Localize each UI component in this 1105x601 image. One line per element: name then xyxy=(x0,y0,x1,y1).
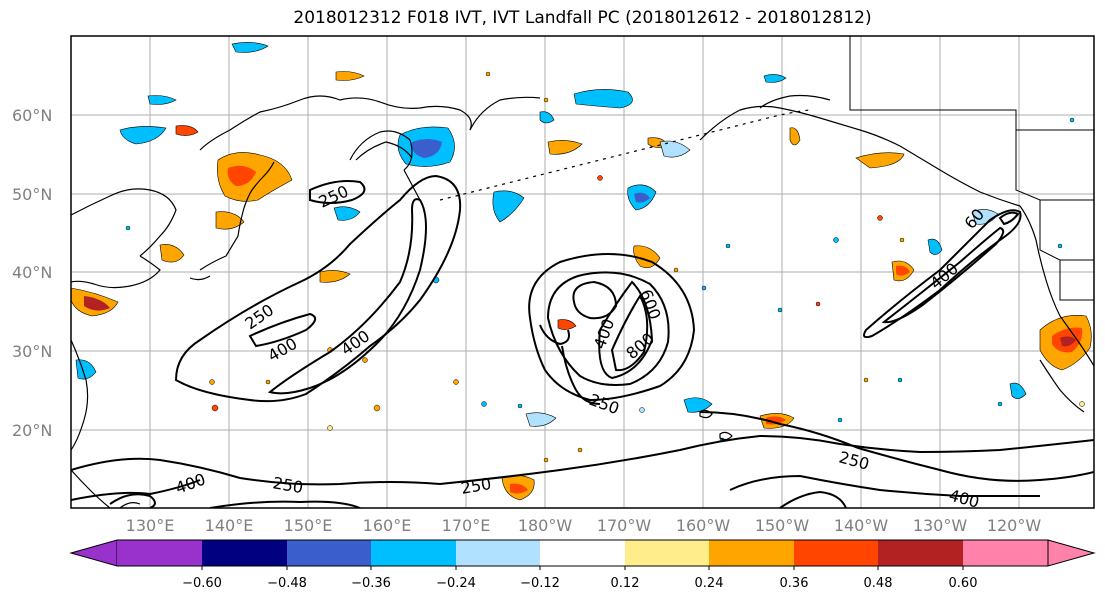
lat-label: 20°N xyxy=(12,421,52,440)
negative-anomaly xyxy=(1009,382,1027,399)
negative-anomaly xyxy=(231,42,269,53)
lon-label: 160°W xyxy=(676,516,731,535)
positive-anomaly xyxy=(855,152,905,169)
longitude-labels: 130°E 140°E 150°E 160°E 170°E 180°W 170°… xyxy=(126,516,1042,535)
positive-anomaly xyxy=(319,270,351,283)
positive-anomaly xyxy=(215,211,245,230)
colorbar-swatch xyxy=(878,540,963,566)
lat-label: 40°N xyxy=(12,263,52,282)
lon-label: 150°E xyxy=(284,516,333,535)
colorbar-swatch xyxy=(540,540,625,566)
colorbar-extend-left xyxy=(69,539,118,567)
negative-anomaly xyxy=(634,192,650,203)
lat-label: 60°N xyxy=(12,106,52,125)
colorbar-swatch xyxy=(963,540,1048,566)
colorbar-tick: −0.24 xyxy=(436,576,476,591)
positive-anomaly xyxy=(547,140,583,155)
positive-anomaly xyxy=(510,483,528,494)
colorbar-tick: 0.48 xyxy=(864,576,893,591)
pc-shading xyxy=(71,42,1092,501)
colorbar-tick: 0.12 xyxy=(611,576,640,591)
colorbar-swatch xyxy=(456,540,540,566)
colorbar: −0.60 −0.48 −0.36 −0.24 −0.12 0.12 0.24 … xyxy=(69,539,1096,591)
map-title: 2018012312 F018 IVT, IVT Landfall PC (20… xyxy=(293,8,872,28)
negative-anomaly xyxy=(573,89,633,109)
colorbar-tick: −0.48 xyxy=(267,576,307,591)
negative-anomaly xyxy=(147,95,177,105)
lon-label: 180°W xyxy=(518,516,573,535)
lat-label: 30°N xyxy=(12,342,52,361)
colorbar-extend-right xyxy=(1047,539,1096,567)
positive-anomaly xyxy=(335,71,365,81)
positive-anomaly xyxy=(789,127,801,146)
colorbar-swatch xyxy=(794,540,878,566)
negative-anomaly xyxy=(525,412,557,427)
colorbar-swatch xyxy=(202,540,287,566)
negative-anomaly xyxy=(763,74,787,83)
colorbar-swatch xyxy=(117,540,202,566)
colorbar-tick: −0.60 xyxy=(182,576,222,591)
positive-anomaly xyxy=(84,296,110,311)
positive-anomaly xyxy=(227,165,256,186)
positive-anomaly xyxy=(175,125,199,136)
lon-label: 160°E xyxy=(363,516,412,535)
lon-label: 140°W xyxy=(834,516,889,535)
negative-anomaly xyxy=(539,111,555,124)
ivt-contours xyxy=(71,174,1094,508)
lon-label: 130°E xyxy=(126,516,175,535)
positive-anomaly xyxy=(896,265,910,276)
lon-label: 140°E xyxy=(205,516,254,535)
negative-anomaly xyxy=(333,206,361,221)
positive-anomaly xyxy=(557,319,577,330)
positive-anomaly xyxy=(1060,336,1076,347)
colorbar-swatch xyxy=(287,540,371,566)
colorbar-tick: 0.24 xyxy=(695,576,724,591)
negative-anomaly xyxy=(411,139,442,158)
negative-anomaly xyxy=(927,238,943,255)
coastlines xyxy=(71,94,1094,508)
colorbar-swatch xyxy=(709,540,794,566)
colorbar-tick: −0.12 xyxy=(520,576,560,591)
negative-anomaly xyxy=(659,140,691,158)
positive-anomaly xyxy=(217,152,293,202)
positive-anomaly xyxy=(159,244,185,263)
borders xyxy=(849,36,1094,301)
lon-label: 170°E xyxy=(442,516,491,535)
lon-label: 150°W xyxy=(755,516,810,535)
map-frame xyxy=(70,35,1095,509)
colorbar-swatch xyxy=(625,540,709,566)
lon-label: 170°W xyxy=(597,516,652,535)
pc-specks xyxy=(125,71,1085,463)
latitude-labels: 60°N 50°N 40°N 30°N 20°N xyxy=(12,106,52,440)
negative-anomaly xyxy=(492,190,525,223)
lon-label: 120°W xyxy=(987,516,1042,535)
colorbar-tick: 0.36 xyxy=(780,576,809,591)
negative-anomaly xyxy=(119,126,167,145)
colorbar-tick: −0.36 xyxy=(351,576,391,591)
lat-label: 50°N xyxy=(12,185,52,204)
colorbar-tick: 0.60 xyxy=(949,576,978,591)
colorbar-swatch xyxy=(371,540,456,566)
negative-anomaly xyxy=(683,397,713,413)
lon-label: 130°W xyxy=(913,516,968,535)
